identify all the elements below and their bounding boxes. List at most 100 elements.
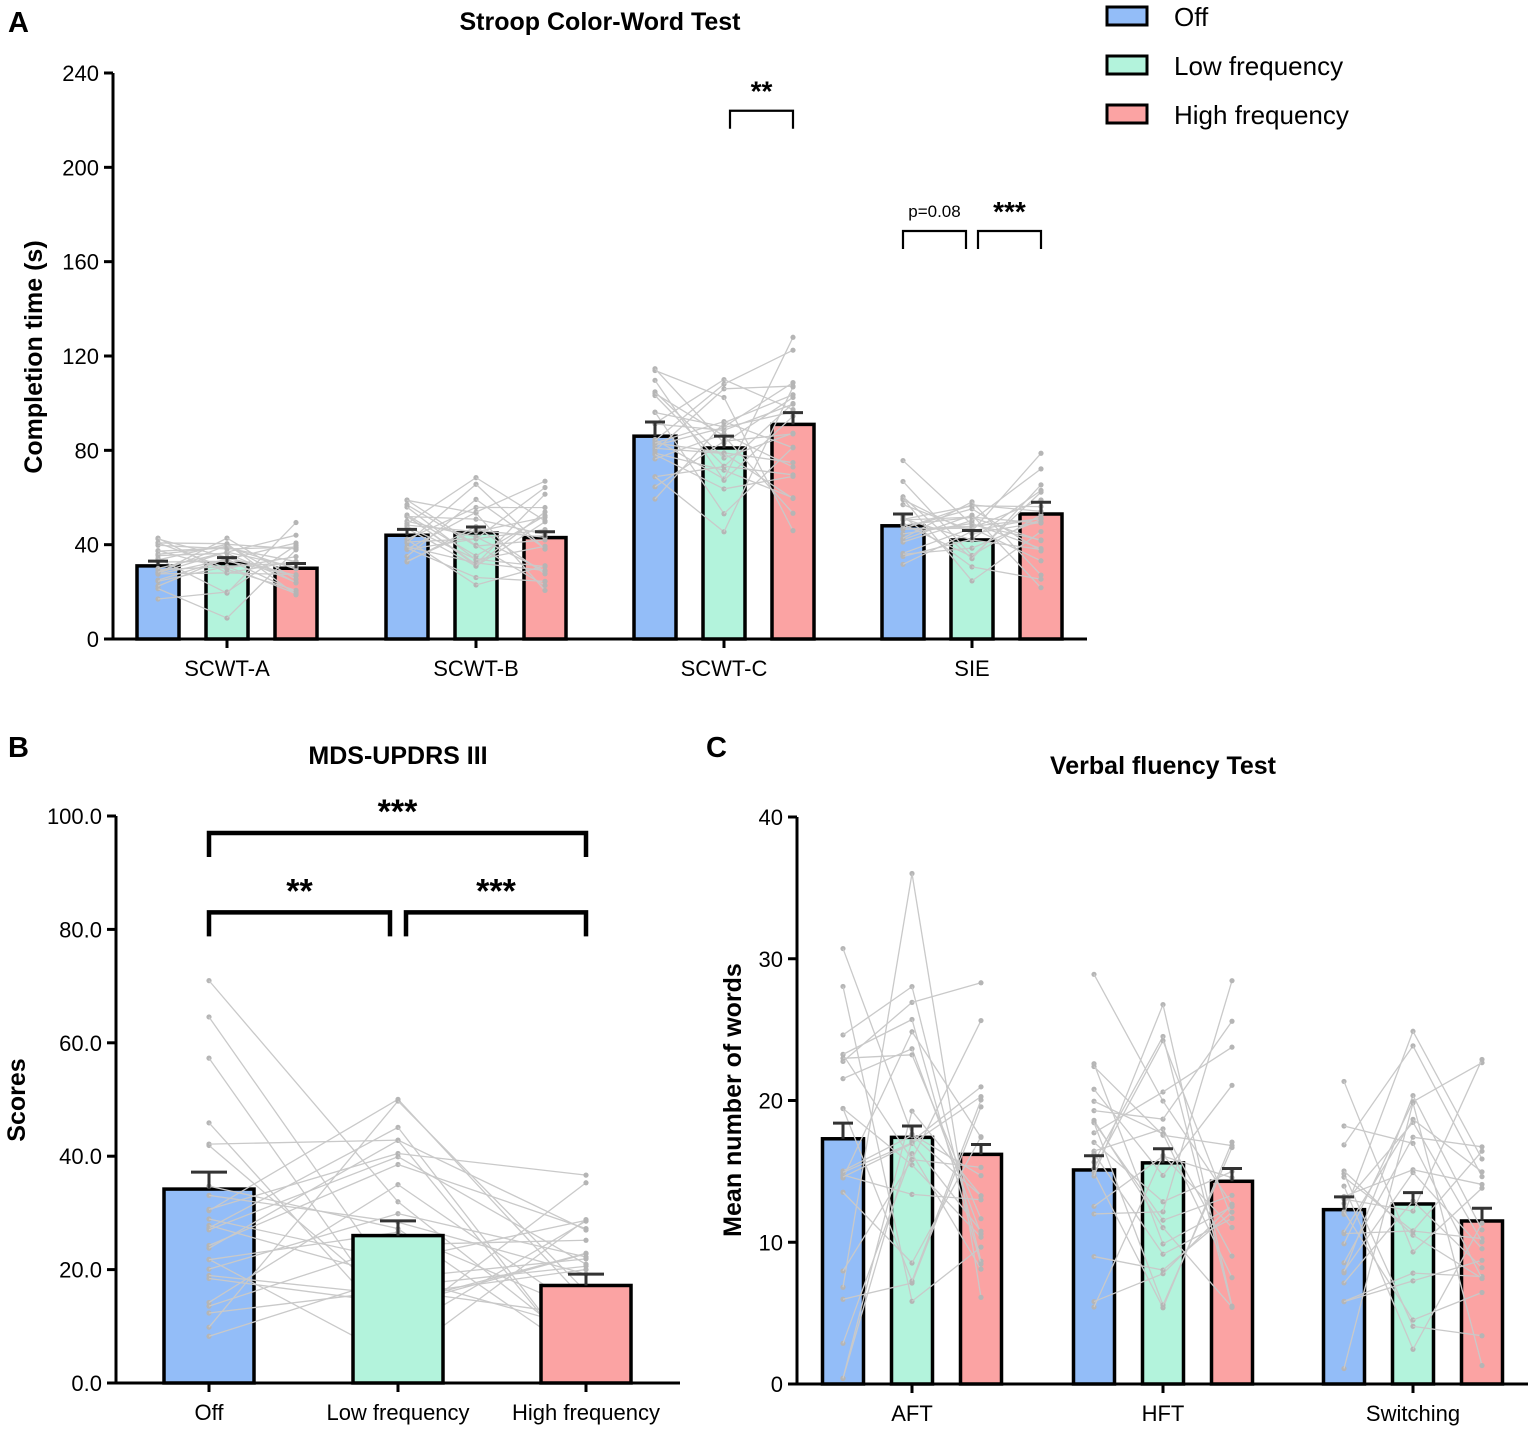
subject-trace: [911, 1136, 982, 1264]
subject-point: [1229, 978, 1235, 984]
subject-trace: [654, 422, 725, 500]
subject-trace: [1412, 1259, 1483, 1282]
subject-point: [1038, 528, 1044, 535]
subject-trace: [1343, 1121, 1414, 1204]
subject-point: [473, 536, 479, 542]
subject-trace: [842, 1174, 913, 1196]
x-category-label: SCWT-A: [184, 656, 270, 681]
subject-trace: [157, 560, 228, 563]
plot-stroop: 0 40 80 120 160 200 240 SCWT-A SCWT-B SCWT-C SIE **…: [62, 61, 1087, 681]
subject-trace: [208, 1194, 399, 1223]
subject-trace: [902, 530, 973, 565]
subject-trace: [1412, 1136, 1483, 1148]
subject-trace: [1343, 1169, 1414, 1198]
subject-trace: [1412, 1122, 1483, 1243]
subject-trace: [723, 435, 794, 514]
subject-trace: [911, 1048, 982, 1235]
subject-point: [1038, 487, 1044, 493]
subject-trace: [842, 1054, 913, 1160]
subject-trace: [723, 446, 794, 515]
subject-trace: [1162, 1170, 1233, 1203]
y-axis-label-verbal-fluency: Mean number of words: [719, 963, 747, 1237]
subject-point: [1479, 1289, 1485, 1296]
subject-trace: [1343, 1280, 1414, 1303]
subject-trace: [842, 873, 913, 1288]
subject-point: [583, 1237, 589, 1243]
subject-trace: [1093, 1273, 1164, 1303]
subject-point: [790, 510, 796, 516]
subject-point: [1479, 1144, 1485, 1150]
y-tick-label: 0: [87, 627, 99, 652]
subject-trace: [1162, 1227, 1233, 1308]
subject-point: [293, 547, 299, 553]
subject-trace: [723, 397, 794, 531]
subject-trace: [1343, 1031, 1414, 1215]
subject-point: [1479, 1220, 1485, 1226]
subject-point: [1038, 482, 1044, 488]
subject-trace: [842, 1048, 913, 1080]
subject-point: [1229, 1275, 1235, 1281]
subject-trace: [654, 392, 725, 437]
subject-trace: [654, 383, 725, 442]
subject-point: [1229, 1044, 1235, 1050]
subject-point: [542, 587, 548, 594]
significance-label: p=0.08: [908, 202, 960, 221]
subject-point: [978, 1294, 984, 1300]
subject-trace: [1343, 1200, 1414, 1284]
significance-bracket: [206, 910, 393, 937]
legend-swatch-high-frequency: [1105, 103, 1149, 125]
subject-trace: [971, 518, 1042, 549]
subject-trace: [971, 508, 1042, 552]
subject-trace: [723, 394, 794, 424]
y-tick-label: 40: [759, 805, 783, 830]
subject-point: [790, 394, 796, 401]
subject-point: [790, 464, 796, 470]
subject-trace: [723, 469, 794, 499]
subject-trace: [654, 454, 725, 490]
subject-point: [542, 582, 548, 589]
subject-trace: [406, 499, 477, 546]
subject-trace: [475, 483, 546, 550]
subject-trace: [226, 555, 297, 569]
subject-trace: [208, 1156, 399, 1231]
subject-trace: [475, 486, 546, 540]
x-category-label: Switching: [1366, 1401, 1460, 1426]
subject-trace: [1343, 1045, 1414, 1146]
subject-point: [790, 495, 796, 502]
subject-point: [1038, 548, 1044, 554]
subject-trace: [226, 572, 297, 576]
subject-trace: [397, 1139, 587, 1231]
subject-trace: [406, 506, 477, 540]
subject-point: [1479, 1239, 1485, 1245]
significance-label: ***: [476, 872, 516, 910]
subject-trace: [654, 411, 725, 515]
y-tick-label: 20: [759, 1089, 783, 1114]
subject-trace: [208, 1185, 399, 1230]
subject-trace: [406, 547, 477, 579]
subject-trace: [406, 483, 477, 544]
subject-point: [1479, 1265, 1485, 1271]
y-axis-label-stroop: Completion time (s): [20, 240, 48, 473]
subject-point: [293, 540, 299, 546]
subject-point: [542, 537, 548, 543]
subject-trace: [475, 511, 546, 567]
subject-point: [542, 478, 548, 484]
subject-trace: [208, 1139, 399, 1249]
subject-point: [1038, 585, 1044, 591]
subject-trace: [842, 986, 913, 1036]
significance-bracket: [728, 109, 795, 129]
subject-trace: [157, 565, 228, 582]
subject-trace: [1093, 973, 1164, 1102]
subject-trace: [1093, 1141, 1164, 1203]
subject-trace: [157, 551, 228, 574]
subject-point: [790, 473, 796, 479]
subject-trace: [226, 544, 297, 584]
panel-letter-b: B: [8, 732, 29, 764]
y-tick-label: 80: [75, 438, 99, 463]
y-tick-label: 60.0: [59, 1031, 102, 1056]
subject-trace: [157, 546, 228, 555]
subject-point: [1479, 1148, 1485, 1154]
subject-trace: [226, 549, 297, 619]
y-tick-label: 40.0: [59, 1144, 102, 1169]
subject-trace: [911, 1158, 982, 1169]
